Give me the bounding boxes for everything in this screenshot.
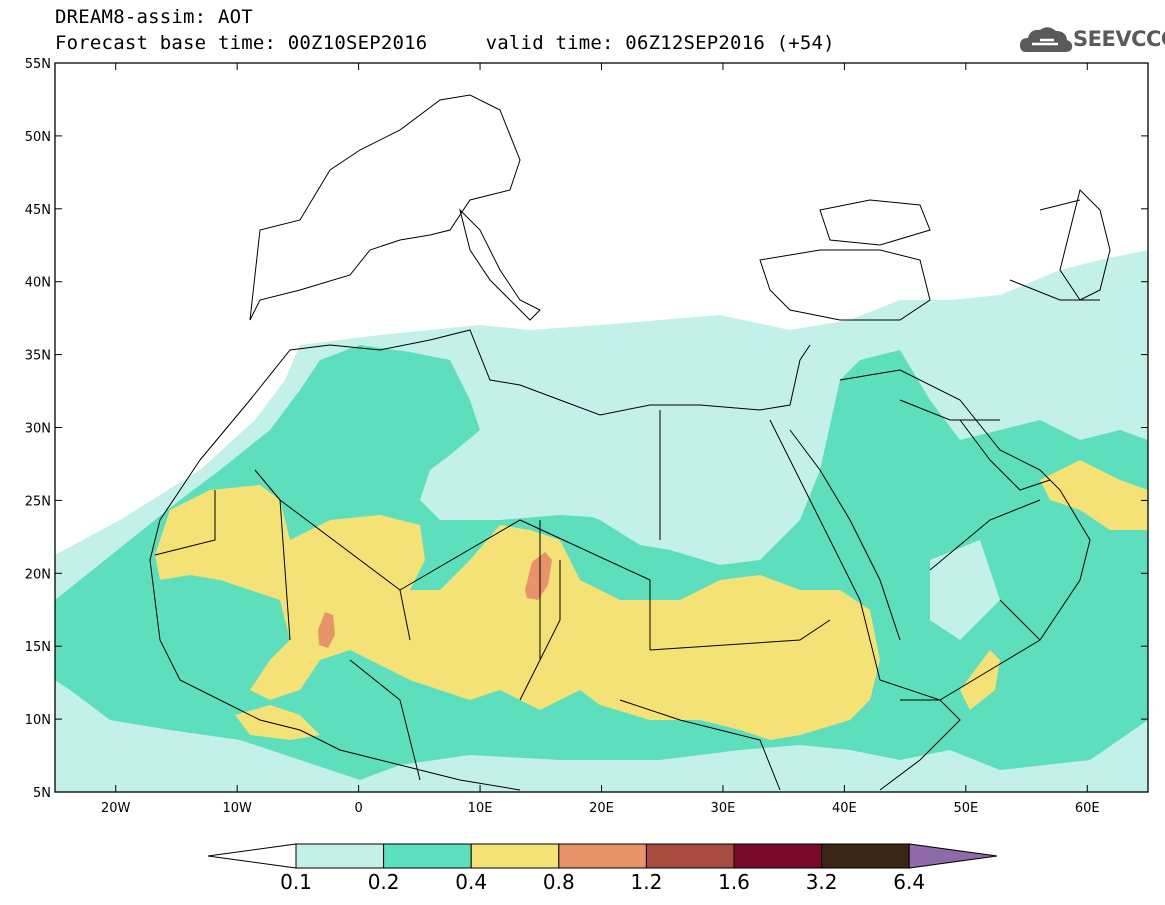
logo-text: SEEVCCC [1073, 27, 1165, 51]
aot-band-0.4 [155, 485, 880, 740]
colorbar-swatch [383, 843, 472, 869]
colorbar-swatch [733, 843, 823, 869]
aot-patch-0.4-oman [1040, 460, 1148, 530]
colorbar-level-label: 1.2 [630, 870, 663, 894]
lon-tick-label: 30E [711, 801, 736, 816]
lon-tick-label: 10W [222, 801, 252, 816]
caspian [1059, 189, 1111, 301]
europe-coast [249, 94, 521, 321]
aot-patch-0.4-yemen [960, 650, 1000, 710]
colorbar-level-label: 3.2 [805, 870, 838, 894]
lon-axis: 20W 10W 0 10E 20E 30E 40E 50E 60E [101, 63, 1100, 816]
north-africa-coast [199, 329, 811, 461]
colorbar-swatch [821, 843, 910, 869]
horn-africa [879, 679, 961, 791]
lat-tick-label: 20N [25, 567, 51, 582]
lat-tick-label: 30N [25, 422, 51, 437]
colorbar-swatch [470, 843, 560, 869]
lon-tick-label: 20E [589, 801, 614, 816]
colorbar [207, 843, 998, 869]
lat-tick-label: 55N [25, 57, 51, 72]
asia-borders [899, 199, 1100, 641]
lat-tick-label: 5N [33, 786, 51, 801]
colorbar-over-arrow [908, 843, 998, 869]
lon-tick-label: 10E [468, 801, 493, 816]
italy [459, 208, 541, 321]
aot-patch-0.4-b [235, 705, 320, 740]
colorbar-level-label: 6.4 [893, 870, 926, 894]
cloud-logo-icon [1020, 27, 1073, 52]
africa-borders [154, 410, 831, 791]
lat-tick-label: 40N [25, 276, 51, 291]
colorbar-level-label: 1.6 [718, 870, 750, 894]
lat-tick-label: 50N [25, 130, 51, 145]
anatomia [759, 249, 931, 321]
aot-field [55, 250, 1148, 792]
lat-tick-label: 25N [25, 494, 51, 509]
west-africa-coast [149, 459, 521, 791]
lat-tick-label: 45N [25, 203, 51, 218]
colorbar-level-label: 0.1 [280, 870, 312, 894]
colorbar-under-arrow [207, 843, 297, 869]
lat-tick-label: 15N [25, 640, 51, 655]
red-sea [769, 419, 901, 681]
lon-tick-label: 20W [101, 801, 131, 816]
lon-tick-label: 40E [832, 801, 857, 816]
aot-patch-0.1 [445, 405, 800, 565]
chart-title: DREAM8-assim: AOT [55, 6, 253, 28]
lat-tick-label: 10N [25, 713, 51, 728]
chart-subtitle: Forecast base time: 00Z10SEP2016 valid t… [55, 32, 835, 54]
colorbar-level-label: 0.8 [542, 870, 575, 894]
black-sea [819, 199, 931, 246]
aot-patch-0.1b [930, 540, 1000, 640]
colorbar-swatch [558, 843, 647, 869]
colorbar-level-label: 0.4 [455, 870, 488, 894]
persian-gulf [959, 419, 1051, 491]
lat-tick-label: 35N [25, 349, 51, 364]
lon-tick-label: 60E [1075, 801, 1100, 816]
lat-axis: 55N 50N 45N 40N 35N 30N 25N 20N 15N 10N 5N [25, 57, 1148, 801]
colorbar-swatch [645, 843, 735, 869]
lon-tick-label: 50E [953, 801, 978, 816]
colorbar-swatch [295, 843, 385, 869]
colorbar-level-label: 0.2 [367, 870, 400, 894]
aot-band-0.8-b [525, 552, 552, 600]
lon-tick-label: 0 [354, 801, 362, 816]
coastlines [149, 94, 1111, 791]
arabia [839, 369, 1091, 701]
aot-band-0.8-a [318, 612, 335, 648]
